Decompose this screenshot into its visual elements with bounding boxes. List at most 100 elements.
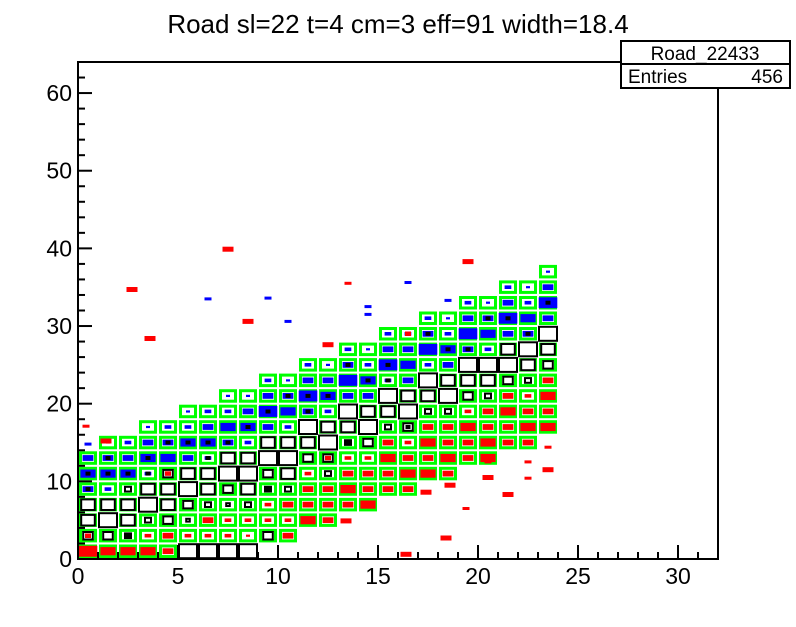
y-axis-ticks (78, 61, 92, 560)
open-hit-box (204, 501, 212, 508)
road-cell (199, 497, 217, 512)
road-cell (519, 327, 537, 341)
road-cell (159, 466, 177, 481)
black-inner-dot (545, 300, 551, 305)
red-hit-box (162, 548, 174, 555)
open-hit-box (318, 434, 338, 451)
open-hit-box (418, 372, 438, 389)
red-hit-box (304, 471, 312, 476)
black-inner-dot (425, 331, 431, 336)
road-cell (539, 404, 557, 419)
blue-hit-box (402, 346, 414, 353)
open-hit-box (484, 392, 492, 400)
road-cell (519, 280, 537, 294)
black-inner-dot (525, 331, 531, 336)
blue-hit-box (486, 301, 490, 304)
road-cell (239, 497, 257, 512)
y-axis-label: 60 (46, 80, 72, 106)
road-cell (459, 342, 477, 357)
x-axis-label: 5 (172, 563, 185, 589)
red-outlier-box (482, 475, 494, 480)
road-cell (479, 342, 497, 357)
road-cell (139, 513, 157, 527)
black-inner-dot (405, 425, 411, 429)
road-cell (199, 451, 217, 465)
blue-hit-box (122, 455, 134, 461)
road-cell (459, 404, 477, 419)
red-outlier-box (344, 281, 352, 285)
road-cell (279, 389, 297, 403)
black-inner-dot (385, 378, 391, 383)
x-axis-label: 0 (72, 563, 85, 589)
blue-hit-box (262, 393, 274, 399)
open-hit-box (378, 387, 398, 404)
x-axis-label: 25 (565, 563, 591, 589)
red-hit-box (302, 486, 314, 492)
blue-hit-box (322, 377, 334, 384)
road-cell (299, 373, 317, 388)
road-cell (499, 435, 517, 450)
open-hit-box (178, 481, 198, 498)
red-outlier-box (542, 467, 554, 473)
road-cell (259, 420, 277, 434)
road-cell (519, 435, 537, 450)
red-hit-box (224, 518, 232, 522)
red-outlier-box (444, 482, 456, 488)
blue-hit-box (264, 378, 272, 383)
road-cell (439, 466, 457, 481)
blue-hit-box (246, 394, 250, 397)
y-axis-label: 20 (46, 391, 72, 417)
blue-hit-box (142, 439, 154, 446)
blue-hit-box (342, 393, 354, 399)
road-cell (339, 358, 357, 372)
open-hit-box (360, 405, 376, 418)
red-hit-box (540, 422, 556, 432)
road-cell (219, 482, 237, 496)
road-cell (519, 389, 537, 403)
road-cell (339, 342, 357, 357)
open-hit-box (120, 498, 136, 511)
road-cell (239, 435, 257, 450)
blue-hit-box (184, 425, 192, 429)
black-inner-dot (105, 456, 111, 460)
open-hit-box (424, 408, 432, 415)
blue-hit-box (344, 347, 352, 352)
red-inner-dot (405, 331, 411, 336)
road-cell (279, 497, 297, 512)
red-hit-box (404, 440, 412, 445)
road-cell (299, 482, 317, 496)
open-hit-box (220, 451, 236, 465)
blue-outlier-box (84, 442, 92, 446)
road-cell (439, 404, 457, 419)
red-outlier-box (322, 342, 334, 348)
outlier-boxes (82, 246, 554, 557)
black-inner-dot (385, 362, 391, 367)
open-hit-box (524, 377, 532, 384)
red-outlier-box (82, 424, 90, 428)
blue-hit-box (502, 330, 514, 337)
road-cell (79, 451, 97, 465)
road-cell (259, 497, 277, 512)
blue-hit-box (458, 328, 478, 340)
red-outlier-box (502, 492, 514, 497)
blue-hit-box (526, 286, 530, 289)
open-hit-box (538, 325, 558, 342)
road-cell (119, 528, 137, 543)
road-cell (179, 497, 197, 512)
road-cell (379, 327, 397, 341)
blue-hit-box (164, 425, 172, 429)
road-cell (459, 296, 477, 310)
road-cell (279, 420, 297, 434)
red-hit-box (400, 469, 416, 478)
open-hit-box (144, 516, 152, 524)
x-axis-labels: 0 5 10 15 20 25 30 (72, 563, 691, 589)
red-hit-box (340, 485, 356, 494)
road-cell (439, 327, 457, 341)
blue-outlier-box (264, 296, 272, 300)
road-cell (539, 311, 557, 325)
black-inner-dot (205, 456, 211, 460)
blue-hit-box (186, 410, 190, 413)
red-hit-box (482, 408, 494, 415)
black-inner-dot (205, 440, 211, 445)
